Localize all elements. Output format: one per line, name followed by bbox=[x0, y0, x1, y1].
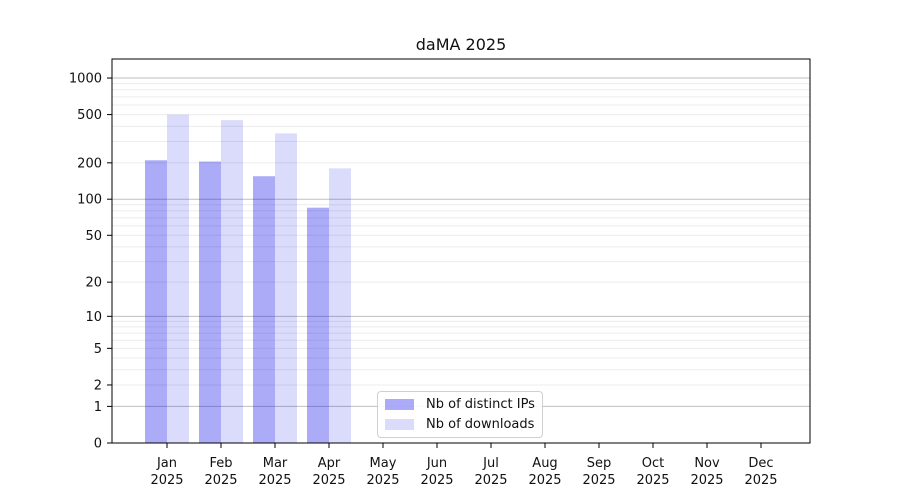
bar-distinct-ips-jan bbox=[145, 160, 167, 443]
bar-downloads-jan bbox=[167, 114, 189, 443]
legend-item-distinct-ips: Nb of distinct IPs bbox=[385, 397, 535, 412]
legend-swatch-distinct-ips bbox=[385, 399, 414, 410]
x-tick-label-month: Sep bbox=[587, 456, 612, 471]
x-tick-label-month: Mar bbox=[263, 456, 288, 471]
y-tick-label: 1000 bbox=[69, 72, 102, 87]
x-tick-label-month: Nov bbox=[694, 456, 720, 471]
legend-label-distinct-ips: Nb of distinct IPs bbox=[426, 397, 535, 412]
x-tick-label-year: 2025 bbox=[636, 473, 669, 488]
x-tick-label-month: Dec bbox=[748, 456, 773, 471]
bar-distinct-ips-apr bbox=[307, 207, 329, 443]
x-tick-label-month: Aug bbox=[532, 456, 557, 471]
x-tick-label-month: Oct bbox=[642, 456, 664, 471]
axes-spines bbox=[111, 58, 811, 444]
x-tick-label-year: 2025 bbox=[366, 473, 399, 488]
y-tick-label: 200 bbox=[77, 156, 102, 171]
legend-swatch-downloads bbox=[385, 419, 414, 430]
x-tick-label-year: 2025 bbox=[420, 473, 453, 488]
x-tick-label-year: 2025 bbox=[690, 473, 723, 488]
x-tick-label-month: May bbox=[370, 456, 397, 471]
legend-item-downloads: Nb of downloads bbox=[385, 417, 535, 432]
y-tick-label: 10 bbox=[85, 310, 102, 325]
x-tick-label-month: Apr bbox=[318, 456, 341, 471]
x-tick-label-month: Feb bbox=[209, 456, 232, 471]
y-tick-label: 20 bbox=[85, 276, 102, 291]
bar-downloads-feb bbox=[221, 120, 243, 444]
bar-downloads-mar bbox=[275, 133, 297, 443]
x-tick-label-month: Jun bbox=[426, 456, 447, 471]
bar-distinct-ips-mar bbox=[253, 176, 275, 443]
y-tick-label: 0 bbox=[94, 437, 102, 452]
x-tick-label-month: Jan bbox=[156, 456, 177, 471]
y-tick-label: 500 bbox=[77, 108, 102, 123]
x-tick-label-year: 2025 bbox=[312, 473, 345, 488]
y-tick-label: 50 bbox=[85, 229, 102, 244]
y-tick-label: 1 bbox=[94, 400, 102, 415]
x-tick-label-year: 2025 bbox=[258, 473, 291, 488]
x-tick-label-year: 2025 bbox=[528, 473, 561, 488]
bar-downloads-apr bbox=[329, 168, 351, 443]
bar-distinct-ips-feb bbox=[199, 161, 221, 443]
y-tick-label: 100 bbox=[77, 193, 102, 208]
x-tick-label-year: 2025 bbox=[582, 473, 615, 488]
legend: Nb of distinct IPs Nb of downloads bbox=[377, 391, 543, 438]
x-tick-label-year: 2025 bbox=[204, 473, 237, 488]
chart-title: daMA 2025 bbox=[415, 35, 507, 54]
y-tick-label: 5 bbox=[94, 342, 102, 357]
x-tick-label-year: 2025 bbox=[744, 473, 777, 488]
x-tick-label-year: 2025 bbox=[150, 473, 183, 488]
x-tick-label-year: 2025 bbox=[474, 473, 507, 488]
y-tick-label: 2 bbox=[94, 378, 102, 393]
legend-label-downloads: Nb of downloads bbox=[426, 417, 535, 432]
x-tick-label-month: Jul bbox=[482, 456, 499, 471]
